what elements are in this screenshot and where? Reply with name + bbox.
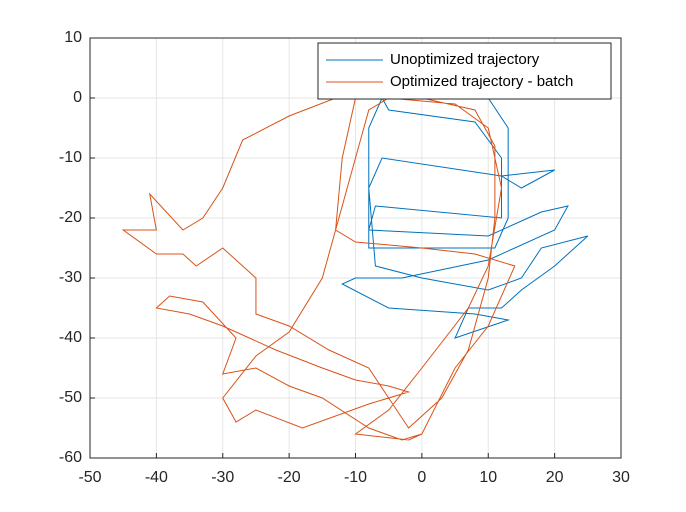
x-tick-label: 20 bbox=[546, 469, 564, 486]
y-tick-label: -40 bbox=[59, 329, 82, 346]
x-tick-label: 10 bbox=[479, 469, 497, 486]
axes-box bbox=[89, 37, 622, 459]
legend: Unoptimized trajectory Optimized trajecto… bbox=[317, 42, 612, 100]
x-tick-label: 0 bbox=[417, 469, 426, 486]
legend-label: Unoptimized trajectory bbox=[390, 51, 540, 68]
x-tick-label: -10 bbox=[344, 469, 367, 486]
legend-label: Optimized trajectory - batch bbox=[390, 73, 573, 90]
x-tick-label: -40 bbox=[145, 469, 168, 486]
y-tick-label: -30 bbox=[59, 269, 82, 286]
x-tick-label: -20 bbox=[278, 469, 301, 486]
x-tick-label: -30 bbox=[211, 469, 234, 486]
y-tick-label: -10 bbox=[59, 149, 82, 166]
y-tick-label: -50 bbox=[59, 389, 82, 406]
legend-box bbox=[317, 42, 612, 100]
y-tick-label: 10 bbox=[64, 29, 82, 46]
trajectory-line bbox=[121, 97, 516, 441]
y-tick-label: 0 bbox=[73, 89, 82, 106]
x-tick-label: -50 bbox=[78, 469, 101, 486]
y-tick-label: -60 bbox=[59, 449, 82, 466]
x-tick-label: 30 bbox=[612, 469, 630, 486]
y-tick-label: -20 bbox=[59, 209, 82, 226]
